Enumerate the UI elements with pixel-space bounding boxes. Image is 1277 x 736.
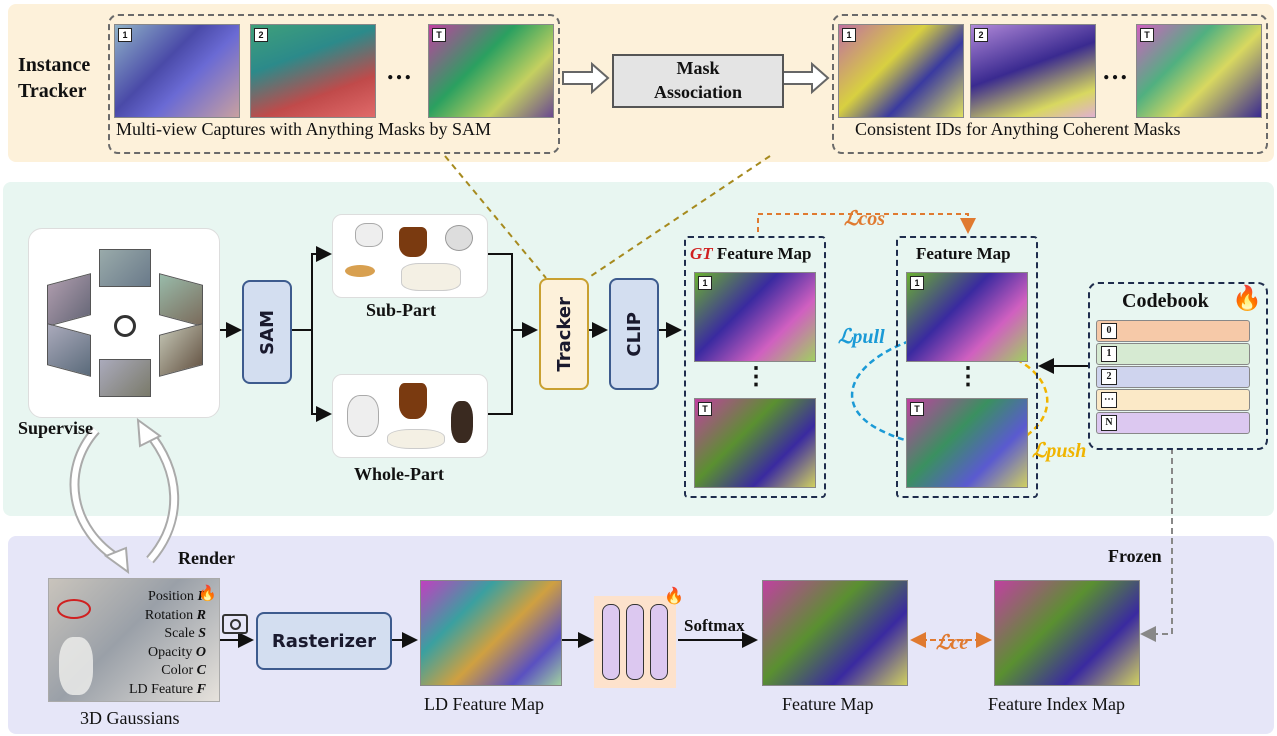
feature-map-T: T	[906, 398, 1028, 488]
render-feature-map-label: Feature Map	[782, 694, 874, 714]
feature-index-map-label: Feature Index Map	[988, 694, 1125, 714]
consistent-label: Consistent IDs for Anything Coherent Mas…	[855, 119, 1181, 139]
gaussian-attrs: Position P Rotation R Scale S Opacity O …	[129, 589, 206, 697]
rasterizer-box: Rasterizer	[256, 612, 392, 670]
consistent-group	[832, 14, 1268, 154]
wholepart-label: Whole-Part	[354, 464, 444, 484]
consistent-thumb-2: 2	[970, 24, 1096, 118]
codebook-group	[1088, 282, 1268, 450]
fire-icon: 🔥	[664, 586, 684, 605]
fire-icon: 🔥	[198, 584, 217, 602]
feature-map-group	[896, 236, 1038, 498]
capture-thumb-T: T	[428, 24, 554, 118]
gt-prefix: GT	[690, 244, 713, 263]
loss-push-label: ℒpush	[1032, 440, 1087, 462]
gt-feature-map-group	[684, 236, 826, 498]
capture-thumb-2: 2	[250, 24, 376, 118]
codebook-entry-1: 1	[1096, 343, 1250, 365]
render-feature-map	[762, 580, 908, 686]
mask-association-box: Mask Association	[612, 54, 784, 108]
consistent-thumb-T: T	[1136, 24, 1262, 118]
supervise-label: Supervise	[18, 418, 94, 438]
ld-feature-map	[420, 580, 562, 686]
gaussians-image	[48, 578, 220, 702]
gaussians-label: 3D Gaussians	[80, 708, 180, 728]
mlp-decoder	[594, 596, 676, 688]
consistent-thumb-1: 1	[838, 24, 964, 118]
codebook-title: Codebook	[1122, 290, 1209, 312]
codebook-entries: 0 1 2 ⋯ N	[1088, 318, 1264, 438]
multiview-camera-ring	[28, 228, 220, 418]
clip-box: CLIP	[609, 278, 659, 390]
softmax-label: Softmax	[684, 616, 745, 635]
loss-pull-label: ℒpull	[838, 326, 885, 348]
frozen-label: Frozen	[1108, 546, 1162, 566]
feature-index-map	[994, 580, 1140, 686]
hollow-arrow-right	[782, 61, 830, 95]
captures-label: Multi-view Captures with Anything Masks …	[116, 119, 492, 139]
camera-icon	[114, 315, 136, 337]
camera-icon	[222, 614, 248, 634]
captures-group	[108, 14, 560, 154]
subpart-image	[332, 214, 488, 298]
wholepart-image	[332, 374, 488, 458]
feature-map-1: 1	[906, 272, 1028, 362]
render-label: Render	[178, 548, 235, 568]
capture-ellipsis: …	[386, 56, 412, 85]
codebook-entry-2: 2	[1096, 366, 1250, 388]
fire-icon: 🔥	[1232, 284, 1262, 312]
gt-feature-map-1: 1	[694, 272, 816, 362]
capture-thumb-1: 1	[114, 24, 240, 118]
subpart-label: Sub-Part	[366, 300, 437, 320]
codebook-entry-0: 0	[1096, 320, 1250, 342]
hollow-arrow-left	[562, 61, 610, 95]
tracker-box: Tracker	[539, 278, 589, 390]
codebook-entry-ellipsis: ⋯	[1096, 389, 1250, 411]
loss-cos-label: ℒcos	[844, 208, 886, 230]
feature-vdots: ⋮	[956, 364, 980, 390]
gt-feature-map-T: T	[694, 398, 816, 488]
ld-feature-map-label: LD Feature Map	[424, 694, 544, 714]
gt-feature-map-title: GT Feature Map	[690, 244, 812, 263]
instance-tracker-title: Instance Tracker	[18, 54, 91, 102]
sam-box: SAM	[242, 280, 292, 384]
codebook-entry-N: N	[1096, 412, 1250, 434]
consistent-ellipsis: …	[1102, 56, 1128, 85]
feature-map-title: Feature Map	[916, 244, 1011, 263]
loss-ce-label: ℒce	[936, 632, 969, 654]
gt-vdots: ⋮	[744, 364, 768, 390]
